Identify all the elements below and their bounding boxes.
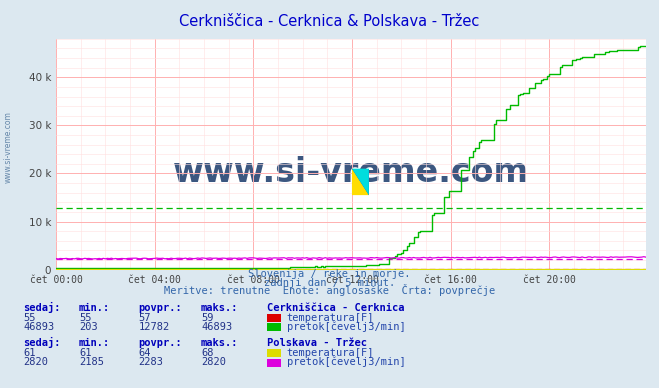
Text: 2185: 2185 — [79, 357, 104, 367]
Text: min.:: min.: — [79, 303, 110, 313]
Text: maks.:: maks.: — [201, 303, 239, 313]
Text: 68: 68 — [201, 348, 214, 358]
Text: sedaj:: sedaj: — [23, 337, 61, 348]
Text: 61: 61 — [23, 348, 36, 358]
Text: 59: 59 — [201, 313, 214, 323]
Text: temperatura[F]: temperatura[F] — [287, 348, 374, 358]
Text: temperatura[F]: temperatura[F] — [287, 313, 374, 323]
Text: maks.:: maks.: — [201, 338, 239, 348]
Text: 64: 64 — [138, 348, 151, 358]
Text: www.si-vreme.com: www.si-vreme.com — [173, 156, 529, 189]
Text: 203: 203 — [79, 322, 98, 332]
Text: www.si-vreme.com: www.si-vreme.com — [3, 111, 13, 184]
Text: pretok[čevelj3/min]: pretok[čevelj3/min] — [287, 357, 405, 367]
Text: 46893: 46893 — [23, 322, 54, 332]
Polygon shape — [352, 169, 369, 195]
Text: 55: 55 — [23, 313, 36, 323]
Text: Cerkniščica - Cerknica: Cerkniščica - Cerknica — [267, 303, 405, 313]
Text: zadnji dan / 5 minut.: zadnji dan / 5 minut. — [264, 278, 395, 288]
Text: Polskava - Tržec: Polskava - Tržec — [267, 338, 367, 348]
Text: min.:: min.: — [79, 338, 110, 348]
Text: 12782: 12782 — [138, 322, 169, 332]
Text: povpr.:: povpr.: — [138, 338, 182, 348]
Text: 46893: 46893 — [201, 322, 232, 332]
Text: povpr.:: povpr.: — [138, 303, 182, 313]
Text: sedaj:: sedaj: — [23, 302, 61, 313]
Text: 2820: 2820 — [201, 357, 226, 367]
Bar — [352, 169, 369, 195]
Text: 2283: 2283 — [138, 357, 163, 367]
Polygon shape — [352, 169, 369, 195]
Text: 57: 57 — [138, 313, 151, 323]
Text: Slovenija / reke in morje.: Slovenija / reke in morje. — [248, 269, 411, 279]
Text: Cerkniščica - Cerknica & Polskava - Tržec: Cerkniščica - Cerknica & Polskava - Trže… — [179, 14, 480, 29]
Text: pretok[čevelj3/min]: pretok[čevelj3/min] — [287, 321, 405, 332]
Text: Meritve: trenutne  Enote: anglosaške  Črta: povprečje: Meritve: trenutne Enote: anglosaške Črta… — [164, 284, 495, 296]
Text: 55: 55 — [79, 313, 92, 323]
Text: 61: 61 — [79, 348, 92, 358]
Text: 2820: 2820 — [23, 357, 48, 367]
